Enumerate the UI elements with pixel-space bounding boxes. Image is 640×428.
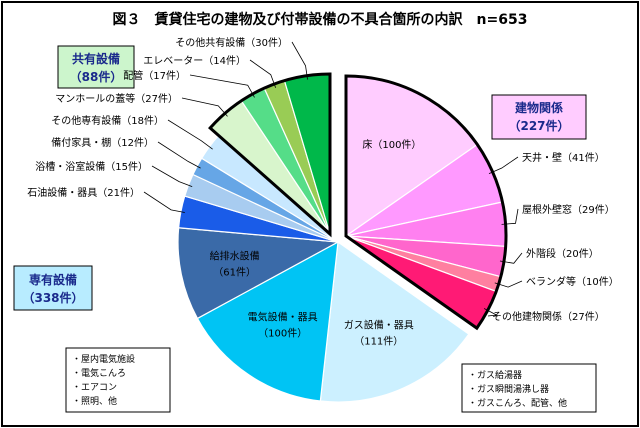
- leader-13: [181, 97, 228, 117]
- note-box-gas: [461, 363, 597, 413]
- note-gas-1: ・ガス給湯器: [468, 369, 522, 381]
- group-name-building: 建物関係: [514, 100, 563, 115]
- leader-9: [143, 191, 185, 213]
- slice-sublabel-7: （100件）: [258, 327, 307, 339]
- slice-7: [196, 240, 339, 402]
- slice-label-2: 屋根外壁窓（29件）: [522, 203, 615, 216]
- slice-label-12: その他専有設備（18件）: [51, 114, 164, 127]
- note-gas-3: ・ガスこんろ、配管、他: [468, 397, 567, 409]
- pie-slices: [177, 72, 508, 403]
- leader-12: [167, 119, 213, 150]
- leader-3: [499, 252, 523, 264]
- group-box-shared: [57, 45, 135, 89]
- note-box-electric: [65, 347, 171, 413]
- group-box-private: [13, 265, 93, 311]
- slice-6: [319, 240, 470, 403]
- slice-label-6: ガス設備・器具: [344, 318, 414, 331]
- leader-16: [291, 41, 308, 80]
- leader-10: [151, 165, 193, 187]
- slice-label-8: 給排水設備: [210, 249, 260, 262]
- group-outline-building: [344, 74, 508, 331]
- group-name-private: 専有設備: [29, 272, 77, 287]
- slice-label-10: 浴槽・浴室設備（15件）: [35, 160, 148, 173]
- note-electric-2: ・電気こんろ: [72, 367, 126, 379]
- leader-15: [249, 59, 277, 88]
- leader-5: [483, 308, 498, 317]
- slice-label-7: 電気設備・器具: [248, 310, 318, 323]
- note-gas-2: ・ガス瞬間湯沸し器: [468, 383, 549, 395]
- slice-label-3: 外階段（20件）: [526, 247, 599, 260]
- slice-sublabel-8: （61件）: [213, 266, 256, 278]
- slice-label-11: 備付家具・棚（12件）: [51, 136, 154, 149]
- leader-2: [501, 208, 519, 225]
- group-count-building: （227件）: [508, 118, 569, 133]
- slice-label-1: 天井・壁（41件）: [522, 151, 605, 164]
- slice-sublabel-6: （111件）: [354, 335, 403, 347]
- group-name-shared: 共有設備: [72, 51, 120, 66]
- leader-14: [189, 74, 255, 98]
- slice-label-4: ベランダ等（10件）: [526, 275, 619, 288]
- group-count-shared: （88件）: [70, 69, 123, 84]
- slice-labels: 床（100件） 天井・壁（41件） 屋根外壁窓（29件） 外階段（20件） ベランダ等（…: [27, 36, 618, 347]
- group-count-private: （338件）: [22, 290, 83, 305]
- group-box-building: [491, 94, 587, 140]
- leader-11: [157, 141, 201, 169]
- note-electric-1: ・屋内電気施設: [72, 353, 135, 365]
- group-outline-shared: [208, 72, 332, 238]
- chart-title: 図３ 賃貸住宅の建物及び付帯設備の不具合箇所の内訳 n=653: [113, 11, 528, 28]
- slice-label-14: 配管（17件）: [123, 69, 186, 82]
- slice-label-9: 石油設備・器具（21件）: [27, 186, 140, 199]
- leader-1: [488, 156, 519, 174]
- leader-4: [494, 280, 523, 288]
- leader-lines: [143, 41, 523, 317]
- note-electric-3: ・エアコン: [72, 383, 117, 393]
- slice-label-5: その他建物関係（27件）: [492, 310, 605, 323]
- slice-label-15: エレベーター（14件）: [143, 55, 246, 67]
- slice-label-0: 床（100件）: [362, 138, 421, 151]
- note-electric-4: ・照明、他: [72, 395, 117, 407]
- slice-label-16: その他共有設備（30件）: [175, 36, 288, 49]
- slice-label-13: マンホールの蓋等（27件）: [55, 92, 178, 105]
- slice-8: [177, 227, 341, 320]
